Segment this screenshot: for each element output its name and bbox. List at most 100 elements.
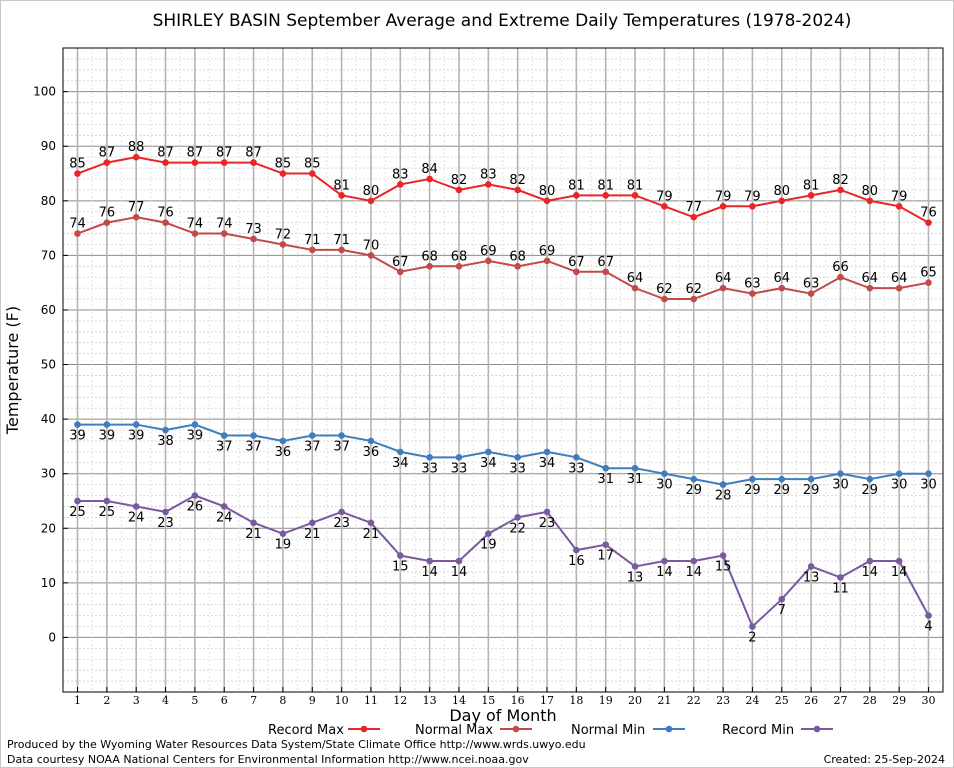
data-point	[485, 530, 492, 538]
data-label: 25	[69, 505, 86, 520]
data-point	[778, 197, 786, 205]
data-point	[103, 159, 111, 166]
legend-label: Record Max	[268, 723, 344, 738]
data-point	[661, 470, 668, 477]
data-label: 80	[774, 184, 791, 199]
data-point	[749, 290, 756, 297]
y-tick-label: 10	[41, 576, 56, 590]
data-point	[338, 508, 345, 516]
data-label: 14	[685, 565, 702, 580]
data-label: 19	[275, 538, 292, 553]
data-label: 70	[363, 238, 380, 253]
series-record-max: 85 87 88 87 87 87 87 85 85 81 80 83 84 82 83 82 80 81 81 81…	[69, 140, 937, 226]
x-tick-label: 21	[657, 694, 671, 707]
x-tick-label: 12	[393, 694, 407, 707]
x-tick-label: 7	[250, 694, 257, 707]
data-point	[690, 475, 698, 483]
data-label: 69	[480, 244, 497, 259]
data-label: 36	[275, 445, 292, 460]
data-label: 31	[597, 472, 614, 487]
data-label: 79	[656, 189, 673, 204]
x-tick-label: 8	[279, 694, 286, 707]
x-tick-label: 5	[191, 694, 198, 707]
data-point	[279, 241, 287, 248]
data-point	[807, 563, 815, 570]
data-point	[485, 448, 492, 456]
data-point	[778, 284, 786, 292]
legend-swatch-marker	[360, 725, 368, 733]
data-point	[103, 421, 111, 428]
data-label: 64	[862, 271, 879, 286]
data-label: 87	[245, 146, 262, 161]
data-label: 64	[774, 271, 791, 286]
data-point	[661, 202, 668, 210]
data-label: 81	[333, 178, 350, 193]
data-point	[866, 475, 874, 483]
data-label: 30	[832, 478, 849, 493]
data-label: 24	[216, 510, 233, 525]
data-point	[866, 197, 874, 205]
data-point	[220, 432, 228, 439]
data-point	[837, 273, 844, 281]
data-label: 79	[715, 189, 732, 204]
y-axis-label: Temperature (F)	[3, 306, 22, 435]
data-point	[631, 284, 639, 292]
data-label: 28	[715, 489, 732, 504]
x-tick-label: 22	[687, 694, 701, 707]
y-tick-label: 20	[41, 521, 56, 535]
x-tick-label: 30	[922, 694, 936, 707]
data-point	[455, 263, 463, 270]
data-label: 87	[187, 146, 204, 161]
data-point	[778, 475, 786, 483]
data-point	[895, 557, 903, 565]
data-point	[308, 170, 316, 177]
x-tick-label: 11	[364, 694, 378, 707]
data-label: 82	[451, 173, 468, 188]
data-label: 67	[568, 255, 585, 270]
data-point	[426, 175, 433, 183]
data-point	[807, 290, 815, 297]
data-label: 30	[656, 478, 673, 493]
data-label: 67	[392, 255, 409, 270]
data-label: 29	[685, 483, 702, 498]
data-label: 66	[832, 260, 849, 275]
data-label: 87	[99, 146, 116, 161]
data-label: 87	[216, 146, 233, 161]
x-tick-label: 3	[133, 694, 140, 707]
legend-label: Normal Min	[571, 723, 645, 738]
data-label: 65	[920, 266, 937, 281]
data-point	[837, 574, 844, 581]
data-label: 38	[157, 434, 174, 449]
legend-swatch-marker	[512, 725, 520, 733]
x-tick-label: 16	[511, 694, 525, 707]
data-point	[573, 192, 580, 199]
data-point	[514, 514, 521, 521]
data-point	[220, 159, 228, 166]
data-point	[396, 448, 404, 456]
x-tick-label: 18	[569, 694, 583, 707]
data-point	[455, 557, 463, 565]
data-point	[749, 475, 756, 483]
data-label: 25	[99, 505, 116, 520]
data-label: 71	[304, 233, 321, 248]
data-label: 37	[245, 439, 262, 454]
data-label: 81	[597, 178, 614, 193]
data-point	[308, 432, 316, 439]
data-point	[925, 279, 932, 286]
data-label: 81	[568, 178, 585, 193]
data-point	[543, 448, 551, 456]
data-point	[220, 230, 228, 237]
data-label: 29	[774, 483, 791, 498]
data-point	[602, 192, 610, 199]
data-label: 63	[803, 277, 820, 292]
data-point	[74, 421, 81, 428]
x-tick-label: 29	[892, 694, 906, 707]
data-label: 72	[275, 227, 292, 242]
data-point	[162, 508, 169, 516]
data-point	[514, 454, 521, 461]
data-label: 4	[924, 620, 932, 635]
data-point	[132, 153, 140, 161]
data-label: 82	[509, 173, 526, 188]
data-label: 29	[862, 483, 879, 498]
